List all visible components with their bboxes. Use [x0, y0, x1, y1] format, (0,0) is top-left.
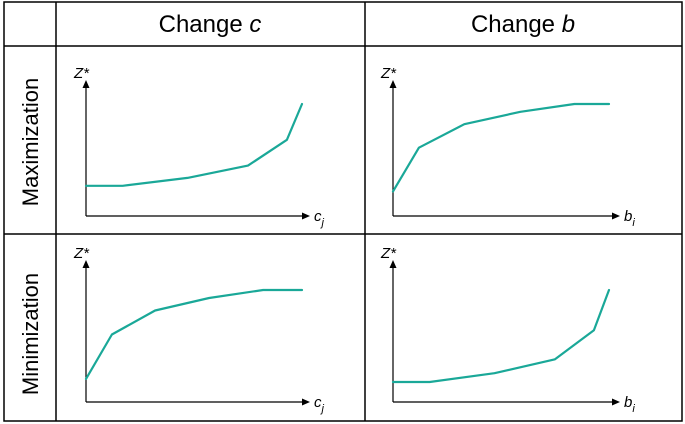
x-axis-label: bi [624, 208, 635, 229]
row-label-maximization: Maximization [18, 78, 43, 206]
x-axis-arrow [612, 398, 620, 406]
series-line [84, 288, 304, 380]
column-header-change-c: Change c [159, 11, 262, 38]
y-axis-label: Z* [380, 245, 397, 262]
x-axis-arrow [612, 212, 620, 220]
y-axis-label: Z* [73, 65, 90, 82]
x-axis-arrow [302, 398, 310, 406]
x-axis-label: bi [624, 394, 635, 415]
y-axis-arrow [82, 80, 90, 88]
x-axis-label: cj [314, 208, 325, 229]
panel-min-change-c: Z* cj [73, 245, 325, 415]
series-line [391, 288, 611, 384]
x-axis-arrow [302, 212, 310, 220]
table-border [3, 1, 683, 422]
column-header-change-b: Change b [471, 11, 575, 38]
y-axis-label: Z* [73, 245, 90, 262]
y-axis-arrow [82, 260, 90, 268]
x-axis-label: cj [314, 394, 325, 415]
series-line [84, 102, 304, 187]
panel-min-change-b: Z* bi [380, 245, 635, 415]
table-grid [3, 1, 683, 422]
panel-max-change-c: Z* cj [73, 65, 325, 229]
y-axis-arrow [389, 260, 397, 268]
panel-max-change-b: Z* bi [380, 65, 635, 229]
y-axis-label: Z* [380, 65, 397, 82]
y-axis-arrow [389, 80, 397, 88]
series-line [391, 102, 611, 193]
row-label-minimization: Minimization [18, 273, 43, 395]
